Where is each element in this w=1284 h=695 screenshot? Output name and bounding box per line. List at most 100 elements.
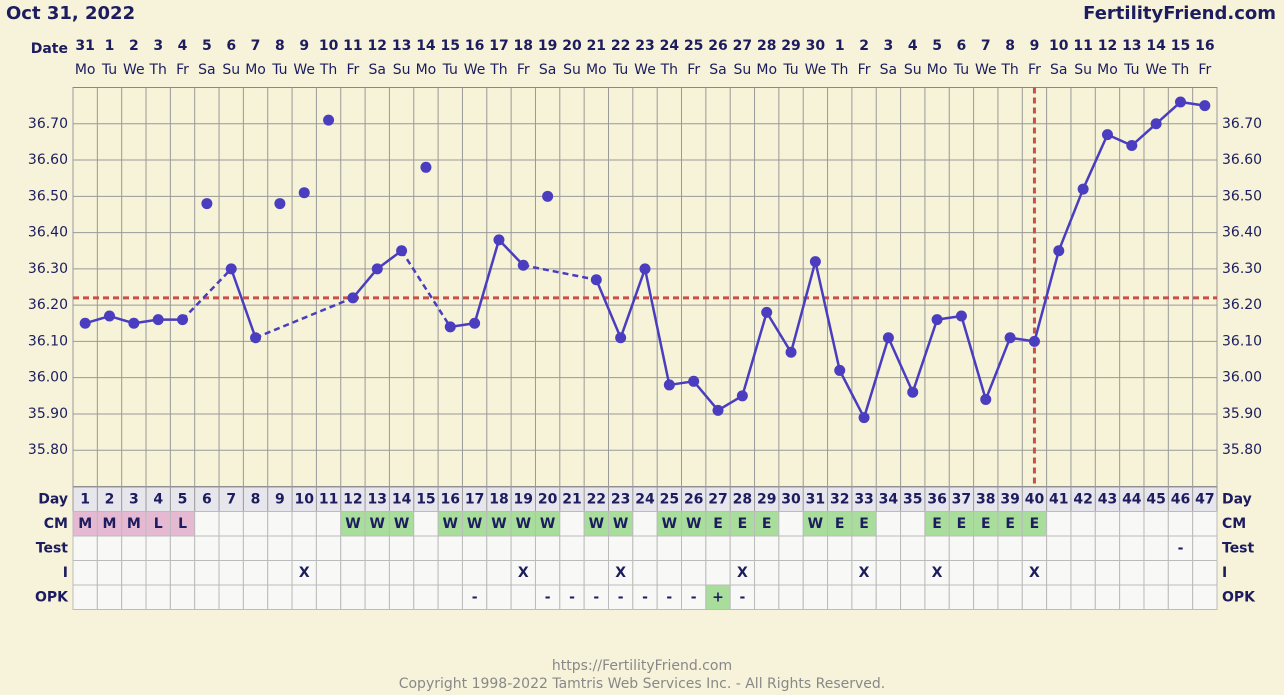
cell <box>1021 535 1048 561</box>
cell <box>681 535 707 561</box>
cell <box>754 560 780 586</box>
cell <box>632 535 658 561</box>
cycle-day: 13 <box>368 491 387 507</box>
cell <box>461 560 488 586</box>
cell <box>875 584 902 610</box>
line-segment <box>765 311 793 353</box>
cell <box>1192 584 1218 610</box>
weekday: Su <box>1074 62 1092 78</box>
cell <box>96 535 123 561</box>
cycle-day: 35 <box>903 491 922 507</box>
date-number: 14 <box>416 38 436 54</box>
cell <box>656 560 683 586</box>
line-segment <box>1057 188 1085 252</box>
cell <box>413 511 439 537</box>
date-number: 12 <box>368 38 387 54</box>
cell <box>267 560 293 586</box>
temp-point <box>809 256 821 268</box>
temp-point <box>615 332 627 344</box>
weekday: Th <box>1171 62 1189 78</box>
date-number: 6 <box>957 38 967 54</box>
cycle-day: 20 <box>538 491 558 507</box>
cell <box>534 560 561 586</box>
cell <box>291 511 317 537</box>
cell <box>1192 511 1218 537</box>
cycle-day: 6 <box>202 491 212 507</box>
cell <box>72 535 98 561</box>
weekday: We <box>123 62 145 78</box>
cycle-day: 29 <box>757 491 776 507</box>
temp-point <box>152 314 164 326</box>
cell-mark: - <box>691 589 697 605</box>
y-tick-label: 36.60 <box>28 152 68 168</box>
date-number: 2 <box>129 38 139 54</box>
y-tick-label: 36.70 <box>28 116 68 132</box>
cell-mark: W <box>540 516 555 532</box>
date-number: 25 <box>684 38 703 54</box>
temp-point <box>469 317 481 329</box>
cell <box>388 584 415 610</box>
cell <box>291 535 317 561</box>
cycle-day: 4 <box>153 491 163 507</box>
discarded-point <box>420 161 432 173</box>
temp-point <box>785 346 797 358</box>
line-segment <box>643 268 671 386</box>
cell <box>754 584 780 610</box>
cell <box>388 560 415 586</box>
line-segment <box>498 238 525 267</box>
cell-mark: E <box>981 516 991 532</box>
cell-mark: - <box>472 589 478 605</box>
weekday: Sa <box>369 62 386 78</box>
cell-mark: - <box>739 589 745 605</box>
cycle-day: 1 <box>80 491 90 507</box>
footer-line: https://FertilityFriend.com <box>552 658 732 674</box>
cell <box>851 535 877 561</box>
cycle-day: 19 <box>514 491 533 507</box>
y-tick-label-right: 36.60 <box>1222 152 1262 168</box>
temp-point <box>834 364 846 376</box>
cell <box>242 511 269 537</box>
cell <box>997 535 1023 561</box>
cell <box>900 535 926 561</box>
date-number: 1 <box>105 38 115 54</box>
cell <box>827 584 853 610</box>
date-number: 5 <box>202 38 212 54</box>
cell <box>705 535 731 561</box>
temp-point <box>1199 100 1211 112</box>
cycle-day: 38 <box>976 491 995 507</box>
bridge-segment <box>255 296 354 339</box>
cycle-day: 12 <box>343 491 362 507</box>
temp-point <box>955 310 967 322</box>
weekday: Tu <box>953 62 969 78</box>
weekday: Th <box>319 62 337 78</box>
date-number: 10 <box>319 38 339 54</box>
y-tick-label: 36.10 <box>28 333 68 349</box>
cell-mark: M <box>103 516 117 532</box>
cell-mark: X <box>299 565 310 581</box>
cell <box>1192 535 1218 561</box>
y-tick-label-right: 36.00 <box>1222 370 1262 386</box>
cycle-day: 15 <box>416 491 435 507</box>
cell <box>875 511 902 537</box>
weekday: Fr <box>1028 62 1041 78</box>
weekday: Su <box>733 62 751 78</box>
cell <box>194 511 220 537</box>
cell <box>267 511 293 537</box>
chart-title: Oct 31, 2022 <box>6 3 135 24</box>
line-segment <box>619 268 647 339</box>
cell <box>559 584 585 610</box>
cell <box>145 535 171 561</box>
cell <box>607 560 634 586</box>
cell <box>681 511 707 537</box>
date-number: 11 <box>343 38 362 54</box>
cycle-day: 3 <box>129 491 139 507</box>
cell-mark: M <box>78 516 92 532</box>
cycle-day: 9 <box>275 491 285 507</box>
line-segment <box>789 261 817 353</box>
cycle-day: 17 <box>465 491 484 507</box>
date-label: Date <box>31 41 68 57</box>
cell <box>291 584 317 610</box>
cell <box>948 535 975 561</box>
cell <box>559 511 585 537</box>
cycle-day: 44 <box>1122 491 1142 507</box>
